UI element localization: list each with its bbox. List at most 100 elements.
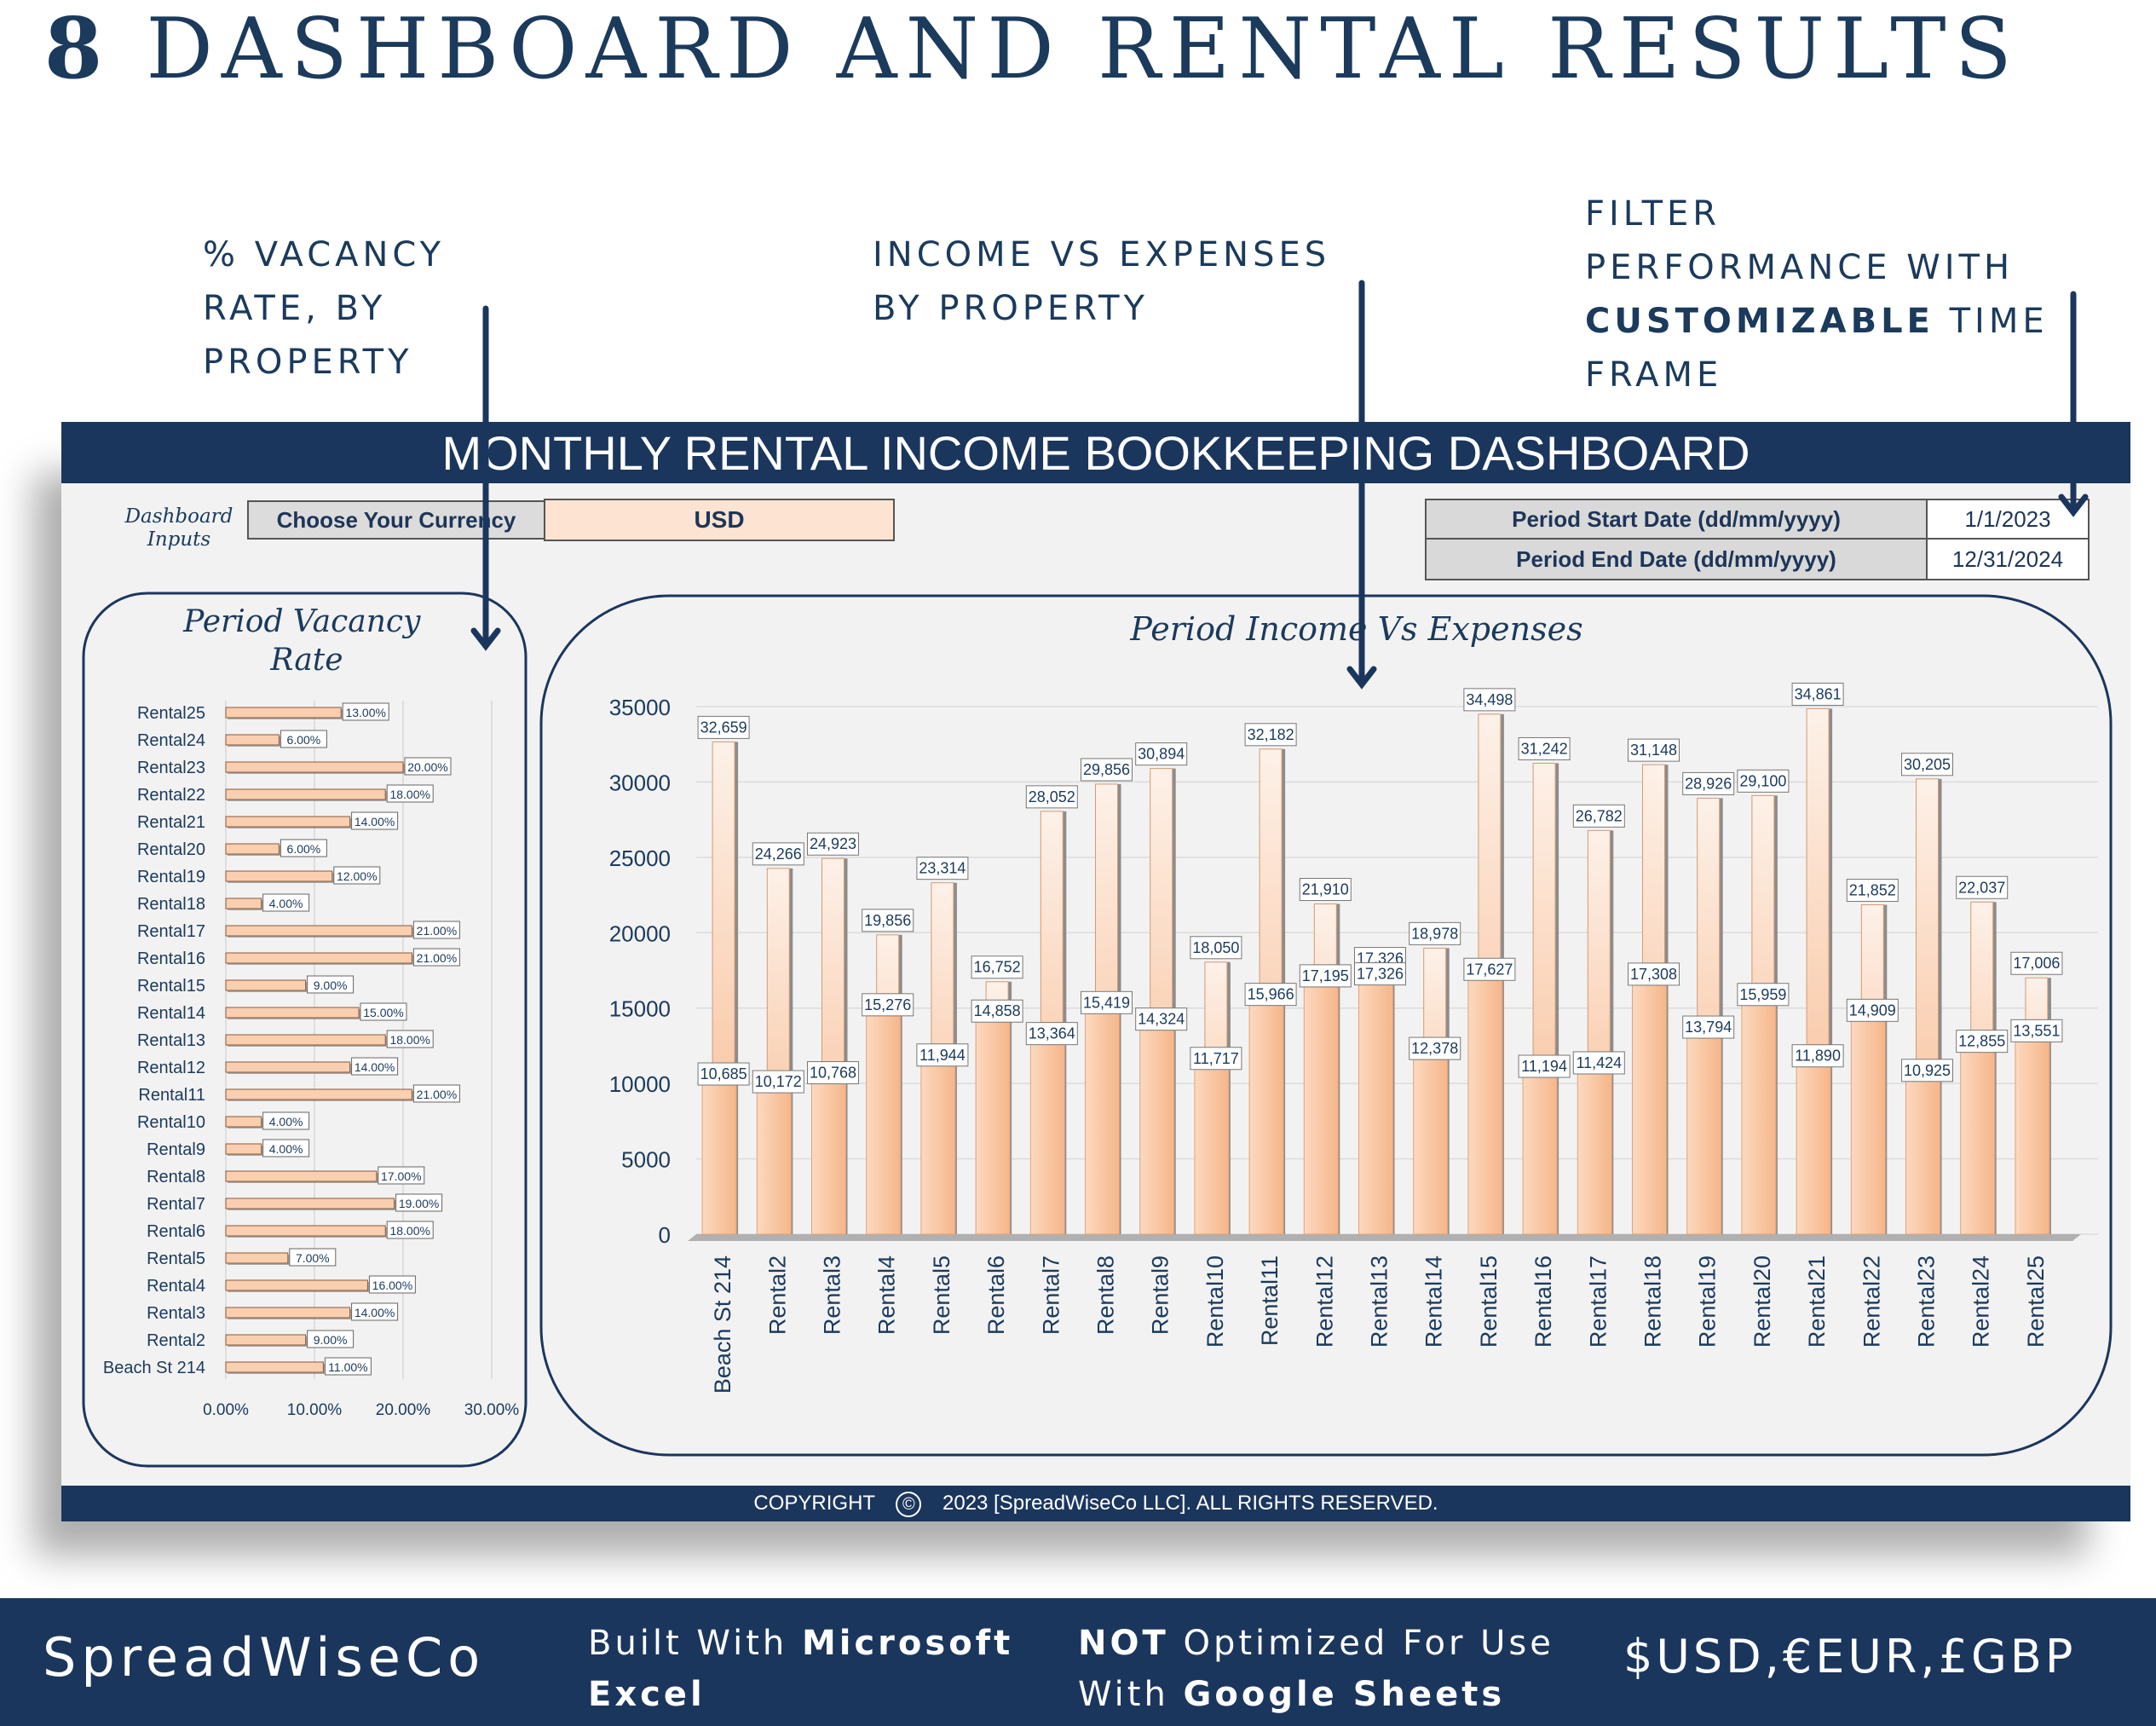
footer-prefix: COPYRIGHT	[753, 1492, 875, 1515]
expense-label-box	[1463, 957, 1516, 981]
vacancy-bar	[225, 843, 280, 855]
income-data-label: 18,978	[1411, 925, 1458, 942]
income-category-label: Rental25	[2023, 1256, 2049, 1348]
vacancy-category-label: Rental4	[147, 1277, 205, 1296]
built-prefix: Built With	[588, 1624, 802, 1663]
expense-data-label: 12,378	[1411, 1040, 1458, 1057]
expense-label-box	[1244, 983, 1297, 1007]
vacancy-data-label: 21.00%	[417, 1088, 457, 1101]
annotation-line: % VACANCY	[203, 235, 446, 274]
vacancy-data-label-box	[360, 1002, 407, 1021]
vacancy-data-label-box	[324, 1357, 372, 1376]
income-label-box	[1025, 785, 1078, 809]
vacancy-bar	[225, 1088, 412, 1100]
income-label-box	[752, 842, 804, 866]
income-data-label: 28,052	[1029, 788, 1075, 805]
expense-bar	[975, 1009, 1011, 1235]
currency-select[interactable]: USD	[544, 499, 895, 541]
vacancy-bar	[225, 1279, 368, 1291]
expense-bar	[1960, 1040, 1996, 1235]
income-category-label: Rental16	[1531, 1256, 1556, 1348]
income-data-label: 34,498	[1466, 691, 1513, 708]
vacancy-category-label: Rental8	[147, 1168, 205, 1186]
income-data-label: 21,910	[1302, 881, 1349, 898]
end-date-input[interactable]: 12/31/2024	[1926, 538, 2090, 580]
vacancy-data-label-box	[262, 1111, 310, 1130]
expense-data-label: 15,966	[1248, 986, 1294, 1003]
expense-bar	[1577, 1061, 1612, 1235]
vacancy-category-label: Rental16	[137, 950, 205, 968]
vacancy-chart-title: Period Vacancy Rate	[182, 604, 430, 678]
vacancy-category-label: Rental25	[137, 704, 205, 723]
income-tick-label: 10000	[609, 1071, 671, 1097]
brand-name: SpreadWiseCo	[43, 1626, 486, 1688]
income-bars: 32,659 10,685 Beach St 214 24,266 10,172 Rent…	[697, 682, 2063, 1394]
vacancy-data-label: 17.00%	[381, 1169, 421, 1183]
footer-text: 2023 [SpreadWiseCo LLC]. ALL RIGHTS RESE…	[943, 1492, 1438, 1515]
vacancy-bar	[225, 1116, 262, 1128]
vacancy-data-label-box	[395, 1193, 443, 1212]
expense-label-box	[1737, 983, 1790, 1007]
vacancy-bar	[225, 1225, 386, 1237]
income-category-label: Rental23	[1914, 1256, 1940, 1348]
annotation-line: CUSTOMIZABLE TIME	[1585, 295, 2049, 349]
vacancy-category-label: Rental19	[137, 868, 205, 886]
annotation-income: INCOME VS EXPENSES BY PROPERTY	[873, 228, 1330, 336]
expense-data-label: 10,925	[1904, 1062, 1951, 1079]
expense-bar	[811, 1071, 846, 1235]
expense-label-box	[1025, 1022, 1078, 1046]
vacancy-data-label-box	[280, 730, 327, 748]
vacancy-data-label: 9.00%	[314, 978, 348, 992]
dashboard-footer: COPYRIGHT © 2023 [SpreadWiseCo LLC]. ALL…	[61, 1486, 2130, 1521]
vacancy-data-label: 15.00%	[363, 1006, 403, 1019]
vacancy-bar	[225, 1007, 360, 1019]
vacancy-category-label: Rental18	[137, 895, 205, 914]
income-label-box	[1956, 875, 2009, 899]
end-date-label: Period End Date (dd/mm/yyyy)	[1425, 538, 1928, 580]
income-category-label: Rental21	[1804, 1256, 1830, 1348]
income-expenses-chart: Period Income Vs Expenses 0 5000 10000 1500…	[539, 594, 2113, 1457]
vacancy-bars: Rental25 13.00% Rental24 6.00% Rental23 20.00…	[103, 702, 460, 1377]
income-category-label: Rental17	[1585, 1256, 1611, 1348]
vacancy-data-label: 14.00%	[355, 1306, 395, 1319]
vacancy-data-label: 16.00%	[372, 1279, 412, 1292]
expense-data-label: 17,326	[1357, 966, 1404, 983]
vacancy-data-label: 12.00%	[337, 869, 377, 883]
income-data-label: 24,266	[755, 846, 802, 863]
vacancy-category-label: Rental23	[137, 759, 205, 777]
vacancy-data-label: 18.00%	[389, 788, 429, 801]
income-data-label: 16,752	[974, 959, 1021, 976]
income-data-label: 32,182	[1248, 726, 1294, 743]
income-category-label: Rental14	[1421, 1256, 1447, 1348]
income-data-label: 19,856	[864, 912, 911, 929]
vacancy-data-label: 6.00%	[287, 733, 321, 747]
income-category-label: Beach St 214	[710, 1256, 735, 1394]
expense-label-box	[862, 993, 914, 1017]
expense-bar	[1413, 1047, 1449, 1235]
income-tick-label: 15000	[609, 996, 671, 1022]
vacancy-category-label: Rental2	[147, 1331, 205, 1350]
income-label-box	[1409, 921, 1461, 945]
expense-label-box	[1956, 1030, 2009, 1053]
expense-data-label: 15,276	[864, 996, 911, 1013]
vacancy-category-label: Rental24	[137, 731, 205, 750]
expense-bar	[701, 1072, 737, 1235]
expense-label-box	[1901, 1059, 1953, 1082]
expense-label-box	[1190, 1047, 1242, 1071]
expense-data-label: 11,424	[1576, 1054, 1622, 1071]
vacancy-category-label: Rental10	[137, 1113, 205, 1132]
income-label-box	[1737, 769, 1790, 793]
vacancy-bar	[225, 1252, 289, 1264]
expense-label-box	[1682, 1015, 1735, 1039]
vacancy-data-label-box	[351, 1302, 399, 1321]
vacancy-bar	[225, 898, 262, 909]
vacancy-category-label: Rental9	[147, 1140, 205, 1159]
start-date-input[interactable]: 1/1/2023	[1926, 499, 2090, 540]
expense-label-box	[1409, 1036, 1461, 1060]
vacancy-tick-label: 10.00%	[287, 1401, 343, 1419]
vacancy-bar	[225, 925, 412, 937]
expense-bar	[1085, 1001, 1120, 1235]
income-label-box	[807, 832, 859, 856]
expense-data-label: 10,768	[810, 1065, 856, 1082]
dashboard-title: MONTHLY RENTAL INCOME BOOKKEEPING DASHBO…	[61, 422, 2130, 483]
